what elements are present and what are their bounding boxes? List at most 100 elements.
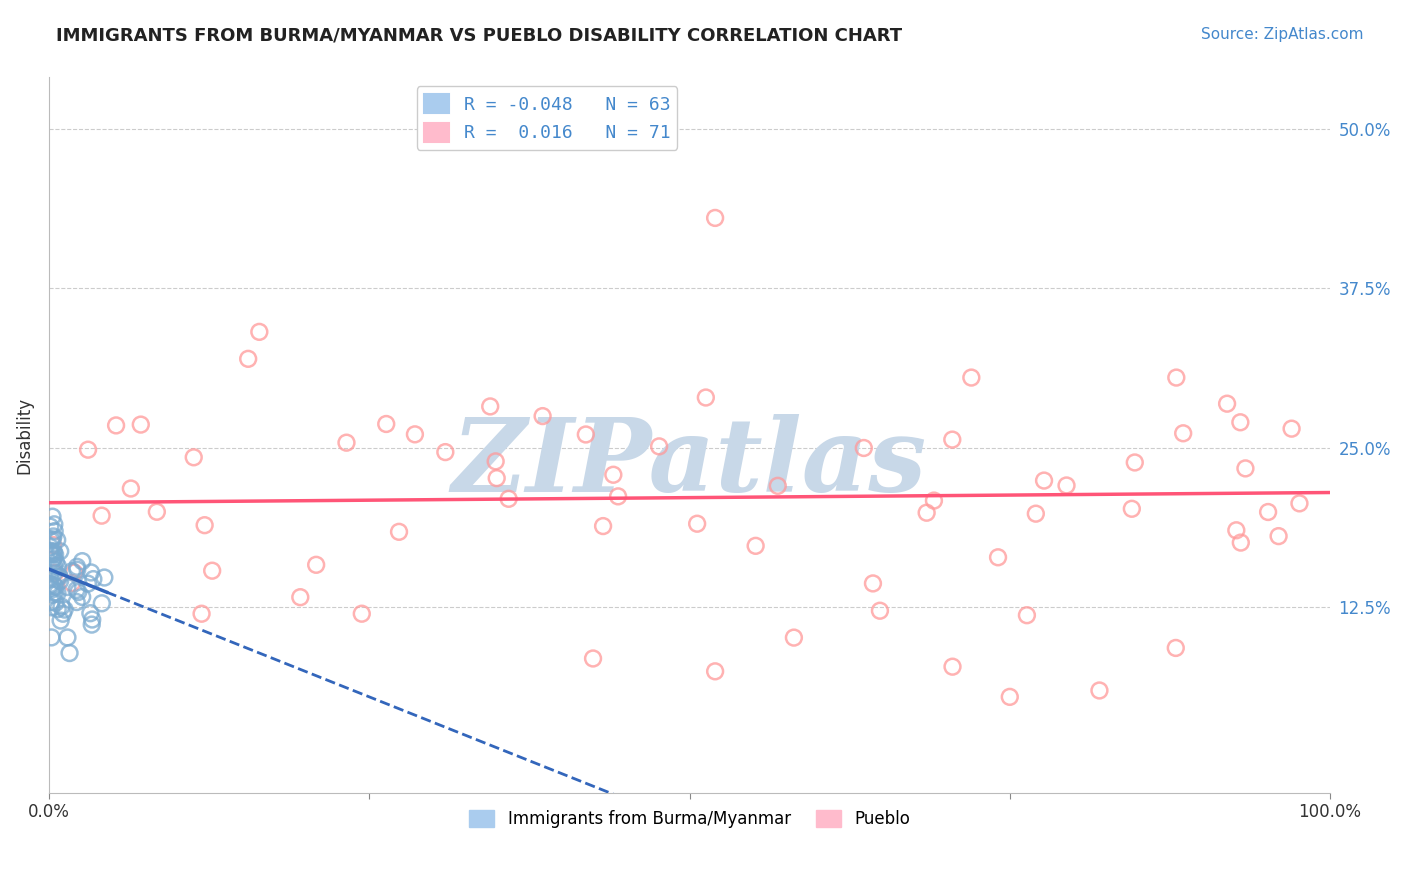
Point [852, 441, 875, 455]
Point [1225, 523, 1247, 537]
Point [1164, 640, 1187, 655]
Point [290, 590, 312, 604]
Point [41, 631, 63, 645]
Point [1281, 422, 1303, 436]
Point [146, 505, 169, 519]
Point [65, 582, 87, 597]
Point [39, 545, 62, 559]
Point [1288, 496, 1310, 510]
Point [56, 631, 79, 645]
Point [869, 604, 891, 618]
Point [44, 566, 66, 580]
Point [575, 427, 598, 442]
Point [485, 454, 508, 468]
Text: IMMIGRANTS FROM BURMA/MYANMAR VS PUEBLO DISABILITY CORRELATION CHART: IMMIGRANTS FROM BURMA/MYANMAR VS PUEBLO … [56, 27, 903, 45]
Point [998, 690, 1021, 704]
Point [60, 564, 83, 578]
Point [607, 489, 630, 503]
Point [531, 409, 554, 423]
Point [63, 566, 86, 580]
Point [941, 659, 963, 673]
Point [67, 585, 90, 599]
Point [46, 533, 69, 547]
Point [498, 491, 520, 506]
Point [80, 617, 103, 632]
Point [704, 665, 727, 679]
Point [41, 553, 63, 567]
Point [388, 524, 411, 539]
Point [48, 570, 70, 584]
Point [987, 550, 1010, 565]
Point [42, 551, 65, 566]
Point [42, 546, 65, 560]
Point [960, 370, 983, 384]
Point [39, 570, 62, 584]
Point [194, 518, 217, 533]
Point [44, 580, 66, 594]
Point [41, 509, 63, 524]
Point [744, 539, 766, 553]
Point [582, 651, 605, 665]
Point [46, 602, 69, 616]
Point [53, 602, 76, 616]
Point [39, 540, 62, 554]
Point [105, 418, 128, 433]
Point [46, 586, 69, 600]
Point [49, 544, 72, 558]
Point [686, 516, 709, 531]
Point [48, 569, 70, 583]
Point [41, 595, 63, 609]
Point [305, 558, 328, 572]
Point [41, 533, 63, 547]
Point [479, 400, 502, 414]
Point [77, 442, 100, 457]
Point [1025, 507, 1047, 521]
Point [41, 588, 63, 602]
Point [41, 548, 63, 562]
Point [42, 538, 65, 552]
Point [602, 467, 624, 482]
Point [44, 548, 66, 562]
Point [46, 559, 69, 574]
Point [335, 435, 357, 450]
Point [247, 325, 270, 339]
Point [1088, 683, 1111, 698]
Point [1166, 370, 1188, 384]
Point [39, 519, 62, 533]
Point [120, 482, 142, 496]
Point [41, 582, 63, 597]
Point [66, 563, 89, 577]
Point [39, 533, 62, 548]
Point [704, 211, 727, 225]
Point [60, 576, 83, 591]
Point [58, 646, 80, 660]
Point [45, 555, 67, 569]
Text: ZIPatlas: ZIPatlas [451, 414, 927, 513]
Point [1015, 608, 1038, 623]
Point [51, 599, 73, 614]
Point [66, 559, 89, 574]
Point [695, 391, 717, 405]
Point [238, 351, 260, 366]
Point [44, 566, 66, 580]
Text: Source: ZipAtlas.com: Source: ZipAtlas.com [1201, 27, 1364, 42]
Point [66, 595, 89, 609]
Point [915, 506, 938, 520]
Point [1267, 529, 1289, 543]
Point [862, 576, 884, 591]
Y-axis label: Disability: Disability [15, 396, 32, 474]
Point [375, 417, 398, 431]
Point [42, 544, 65, 558]
Point [56, 580, 79, 594]
Point [1121, 501, 1143, 516]
Point [1230, 535, 1253, 549]
Point [70, 554, 93, 568]
Point [90, 508, 112, 523]
Point [183, 450, 205, 465]
Point [1033, 474, 1056, 488]
Point [129, 417, 152, 432]
Point [1173, 426, 1195, 441]
Point [1229, 415, 1251, 429]
Point [70, 590, 93, 604]
Point [783, 631, 806, 645]
